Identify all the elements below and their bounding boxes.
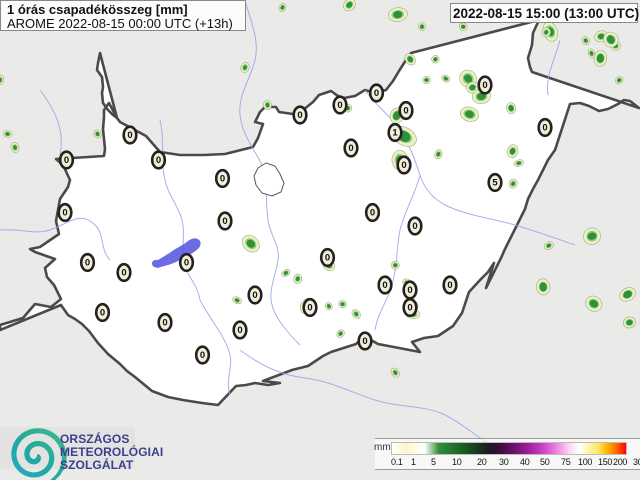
svg-text:0: 0 xyxy=(252,290,257,301)
svg-text:0: 0 xyxy=(121,268,126,279)
svg-text:0: 0 xyxy=(348,143,353,154)
svg-text:0: 0 xyxy=(100,308,105,319)
svg-text:0: 0 xyxy=(382,280,387,291)
svg-text:0: 0 xyxy=(222,216,227,227)
svg-text:1: 1 xyxy=(392,128,398,139)
svg-text:0: 0 xyxy=(200,350,205,361)
svg-text:0: 0 xyxy=(403,106,408,117)
svg-text:0: 0 xyxy=(62,208,67,219)
svg-text:0: 0 xyxy=(337,100,342,111)
svg-text:0: 0 xyxy=(374,88,379,99)
svg-text:0: 0 xyxy=(220,174,225,185)
svg-text:0: 0 xyxy=(184,258,189,269)
svg-text:0: 0 xyxy=(64,155,69,166)
svg-text:0: 0 xyxy=(542,123,547,134)
svg-text:0: 0 xyxy=(447,280,452,291)
svg-text:0: 0 xyxy=(325,253,330,264)
svg-text:0: 0 xyxy=(412,221,417,232)
svg-text:0: 0 xyxy=(237,325,242,336)
svg-text:0: 0 xyxy=(370,208,375,219)
svg-text:0: 0 xyxy=(162,318,167,329)
svg-text:5: 5 xyxy=(492,178,498,189)
svg-text:0: 0 xyxy=(85,258,90,269)
svg-text:0: 0 xyxy=(297,110,302,121)
svg-text:0: 0 xyxy=(307,303,312,314)
svg-text:0: 0 xyxy=(407,303,412,314)
svg-text:0: 0 xyxy=(127,130,132,141)
svg-text:0: 0 xyxy=(362,336,367,347)
svg-text:0: 0 xyxy=(407,285,412,296)
svg-text:0: 0 xyxy=(482,80,487,91)
svg-text:0: 0 xyxy=(401,160,406,171)
svg-text:0: 0 xyxy=(156,155,161,166)
